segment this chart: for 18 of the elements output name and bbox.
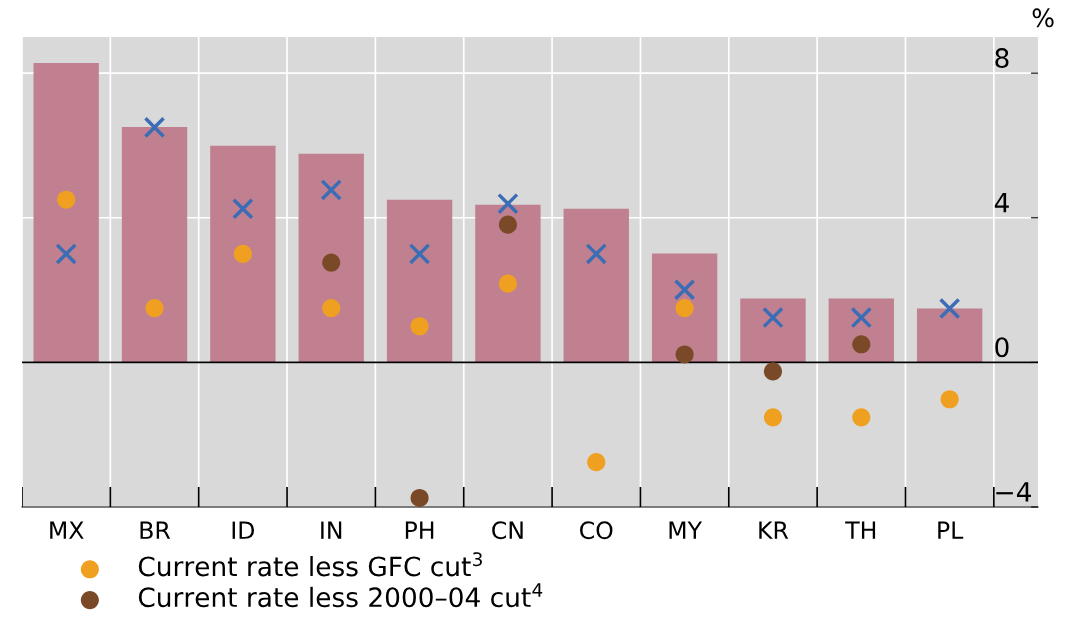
legend-label: Current rate less 2000–04 cut$^{4}$ [138, 583, 543, 608]
x-tick-label: BR [140, 521, 171, 539]
y-tick-label: 8 [995, 48, 1009, 69]
x-tick-label: ID [232, 521, 255, 539]
x-tick-label: CN [492, 521, 523, 540]
x-tick-label: TH [845, 521, 876, 539]
x-tick-label: KR [759, 521, 789, 539]
y-tick-label: 4 [994, 193, 1009, 213]
y-tick-label: 0 [995, 337, 1009, 358]
x-tick-label: CO [580, 521, 613, 540]
x-tick-label: PH [405, 521, 434, 539]
x-tick-label: PL [938, 521, 964, 539]
x-tick-label: IN [321, 521, 342, 539]
x-tick-label: MY [669, 521, 703, 539]
y-tick-label: −4 [996, 482, 1031, 502]
x-tick-label: MX [50, 521, 84, 539]
legend-label: Current rate less GFC cut$^{3}$ [138, 552, 482, 577]
y-axis-title: % [1032, 8, 1054, 28]
